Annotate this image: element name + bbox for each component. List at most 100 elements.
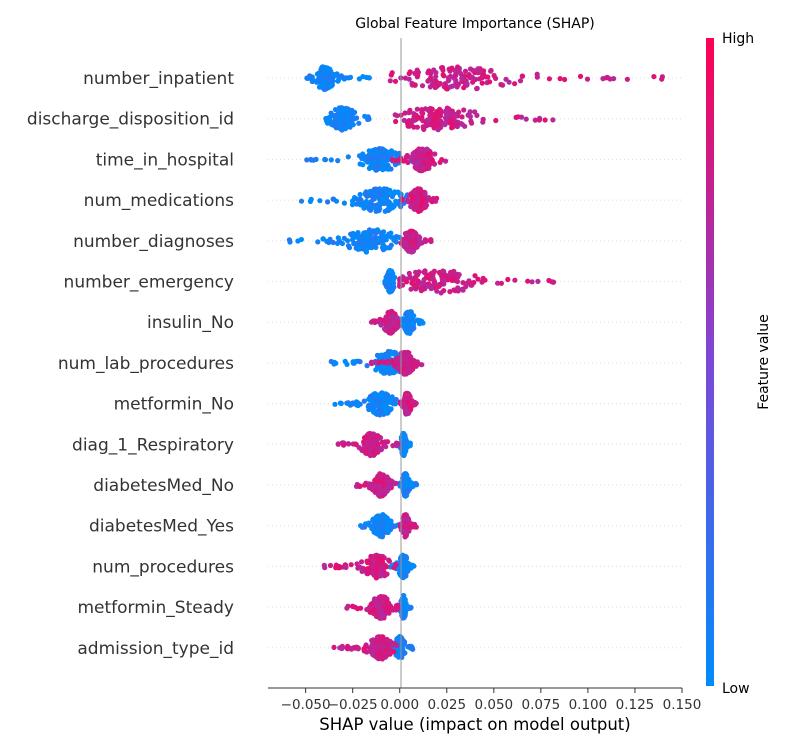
shap-point xyxy=(332,107,339,113)
shap-point xyxy=(341,235,347,241)
shap-point xyxy=(404,352,410,358)
shap-point xyxy=(325,115,331,121)
shap-point xyxy=(361,439,367,445)
shap-point xyxy=(298,198,305,204)
shap-point xyxy=(394,603,400,609)
shap-point xyxy=(385,439,391,445)
shap-point xyxy=(550,117,556,123)
shap-point xyxy=(431,120,437,126)
shap-point xyxy=(379,478,385,484)
shap-point xyxy=(381,391,387,397)
shap-point xyxy=(406,76,412,82)
shap-point xyxy=(331,644,337,651)
shap-point xyxy=(469,282,475,288)
shap-point xyxy=(381,200,387,207)
shap-point xyxy=(335,110,341,116)
shap-point xyxy=(423,274,430,280)
shap-point xyxy=(374,599,380,605)
shap-point xyxy=(423,160,429,166)
shap-point xyxy=(405,399,411,405)
shap-point xyxy=(287,239,293,245)
shap-point xyxy=(370,637,376,643)
shap-point xyxy=(386,649,392,655)
shap-point xyxy=(391,649,397,655)
shap-point xyxy=(368,150,374,156)
shap-point xyxy=(411,313,417,319)
shap-point xyxy=(366,396,372,402)
shap-point xyxy=(389,70,395,76)
shap-point xyxy=(464,81,470,87)
shap-point xyxy=(344,361,350,367)
shap-point xyxy=(405,357,411,363)
shap-point xyxy=(428,237,434,243)
shap-point xyxy=(321,562,327,568)
shap-point xyxy=(388,394,395,401)
shap-point xyxy=(392,112,398,118)
shap-point xyxy=(340,109,347,116)
shap-point xyxy=(372,234,378,240)
shap-point xyxy=(307,198,313,204)
shap-point xyxy=(382,604,388,610)
shap-point xyxy=(421,269,427,275)
shap-point xyxy=(331,71,337,78)
shap-point xyxy=(320,82,327,88)
shap-point xyxy=(387,190,393,196)
shap-point xyxy=(366,75,372,81)
shap-point xyxy=(328,110,334,116)
shap-point xyxy=(358,523,364,529)
shap-point xyxy=(562,76,568,83)
shap-point xyxy=(462,68,469,74)
feature-label: num_procedures xyxy=(92,557,234,577)
shap-point xyxy=(387,233,393,239)
shap-point xyxy=(439,65,446,71)
shap-point xyxy=(384,405,390,411)
shap-point xyxy=(417,235,423,241)
x-tick-label: 0.050 xyxy=(474,697,513,713)
shap-point xyxy=(375,189,381,195)
shap-point xyxy=(408,286,414,292)
shap-point xyxy=(354,201,360,207)
shap-point xyxy=(335,158,341,164)
shap-point xyxy=(373,555,380,561)
shap-point xyxy=(359,155,365,162)
shap-point xyxy=(414,317,420,323)
shap-point xyxy=(357,161,363,167)
shap-point xyxy=(379,557,385,563)
shap-point xyxy=(455,274,461,280)
shap-point xyxy=(390,443,396,449)
shap-point xyxy=(385,271,391,277)
shap-point xyxy=(364,157,370,163)
shap-point xyxy=(659,74,666,80)
x-tick-label: −0.050 xyxy=(281,697,331,713)
shap-point xyxy=(428,110,434,116)
shap-point xyxy=(380,158,386,164)
shap-point xyxy=(345,154,351,160)
shap-point xyxy=(584,76,591,82)
shap-point xyxy=(363,447,369,453)
shap-point xyxy=(409,280,415,286)
shap-point xyxy=(366,402,372,408)
shap-point xyxy=(369,525,375,532)
shap-point xyxy=(382,234,388,240)
shap-point xyxy=(373,478,379,484)
shap-point xyxy=(422,191,428,197)
shap-point xyxy=(512,277,518,283)
shap-point xyxy=(426,68,432,74)
chart-title: Global Feature Importance (SHAP) xyxy=(355,16,595,32)
shap-point xyxy=(453,120,459,126)
shap-point xyxy=(385,207,391,213)
shap-point xyxy=(378,563,384,569)
shap-point xyxy=(411,124,417,130)
shap-point xyxy=(384,523,391,529)
shap-point xyxy=(611,76,617,82)
shap-point xyxy=(523,116,529,122)
shap-point xyxy=(391,190,397,196)
shap-point xyxy=(441,273,447,279)
shap-point xyxy=(498,81,504,88)
shap-point xyxy=(315,239,321,245)
shap-point xyxy=(374,487,380,493)
shap-point xyxy=(356,564,363,570)
feature-label: diabetesMed_Yes xyxy=(89,517,234,537)
feature-label: number_emergency xyxy=(64,273,234,293)
